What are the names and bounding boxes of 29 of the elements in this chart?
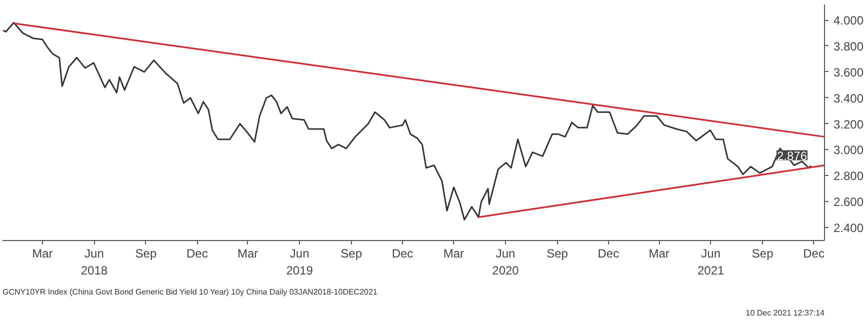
x-tick-label: Sep xyxy=(135,246,157,260)
text: 10 Dec 2021 12:37:14 xyxy=(746,308,826,318)
x-tick-label: Jun 2021 xyxy=(698,246,725,278)
x-tick-label: Jun 2018 xyxy=(80,246,108,278)
y-tick-label: 3.600 xyxy=(834,65,864,80)
annotation: 2.876 xyxy=(776,148,808,163)
y-tick-label: 2.400 xyxy=(834,221,864,236)
y-tick-label: 3.200 xyxy=(834,117,864,132)
x-tick-label: Sep xyxy=(752,246,774,260)
x-tick-label: Dec xyxy=(598,246,620,260)
y-tick-label: 2.600 xyxy=(834,195,864,210)
y-tick-label: 2.800 xyxy=(834,169,864,184)
x-tick-label: Jun 2020 xyxy=(492,246,520,278)
y-tick-label: 4.000 xyxy=(834,14,864,28)
y-tick-label: 3.400 xyxy=(834,91,864,106)
x-tick-label: Sep xyxy=(340,246,362,260)
x-tick-label: Sep xyxy=(546,246,568,260)
line-series xyxy=(2,22,812,221)
x-tick-label: Dec xyxy=(186,246,208,260)
x-tick-label: Mar xyxy=(443,246,464,260)
x-tick-label: Mar xyxy=(237,246,258,260)
x-tick-label: Dec xyxy=(392,246,414,260)
x-tick-label: Mar xyxy=(32,246,53,260)
text: GCNY10YR Index (China Govt Bond Generic Bid Yield 10 Year) 10y China Daily 03JAN2018-10DEC2021 xyxy=(2,288,378,296)
y-tick-label: 3.000 xyxy=(834,143,864,158)
x-tick-label: Mar xyxy=(648,246,670,260)
y-tick-label: 3.800 xyxy=(834,39,864,54)
x-tick-label: Dec xyxy=(803,246,824,260)
x-tick-label: Jun 2019 xyxy=(286,246,314,278)
